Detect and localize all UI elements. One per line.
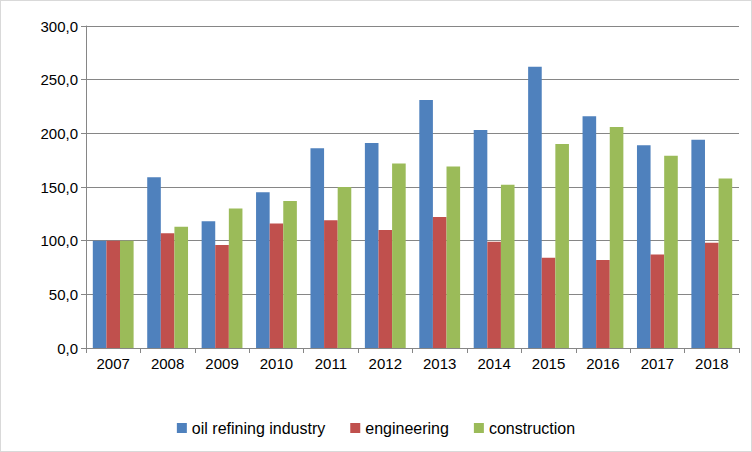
svg-text:2008: 2008 xyxy=(151,355,184,372)
svg-text:2009: 2009 xyxy=(205,355,238,372)
svg-text:2007: 2007 xyxy=(97,355,130,372)
svg-text:2018: 2018 xyxy=(695,355,728,372)
svg-text:oil refining industry: oil refining industry xyxy=(192,420,325,437)
svg-text:100,0: 100,0 xyxy=(40,232,78,249)
svg-text:50,0: 50,0 xyxy=(49,286,78,303)
svg-text:2010: 2010 xyxy=(260,355,293,372)
svg-text:2012: 2012 xyxy=(369,355,402,372)
svg-text:2017: 2017 xyxy=(641,355,674,372)
svg-text:150,0: 150,0 xyxy=(40,179,78,196)
svg-text:2015: 2015 xyxy=(532,355,565,372)
svg-text:engineering: engineering xyxy=(365,420,449,437)
svg-text:200,0: 200,0 xyxy=(40,125,78,142)
svg-text:2013: 2013 xyxy=(423,355,456,372)
svg-text:2014: 2014 xyxy=(477,355,510,372)
svg-text:0,0: 0,0 xyxy=(57,340,78,357)
svg-text:construction: construction xyxy=(489,420,575,437)
svg-text:2011: 2011 xyxy=(315,355,347,372)
svg-text:2016: 2016 xyxy=(586,355,619,372)
svg-text:250,0: 250,0 xyxy=(40,71,78,88)
svg-text:300,0: 300,0 xyxy=(40,18,78,35)
